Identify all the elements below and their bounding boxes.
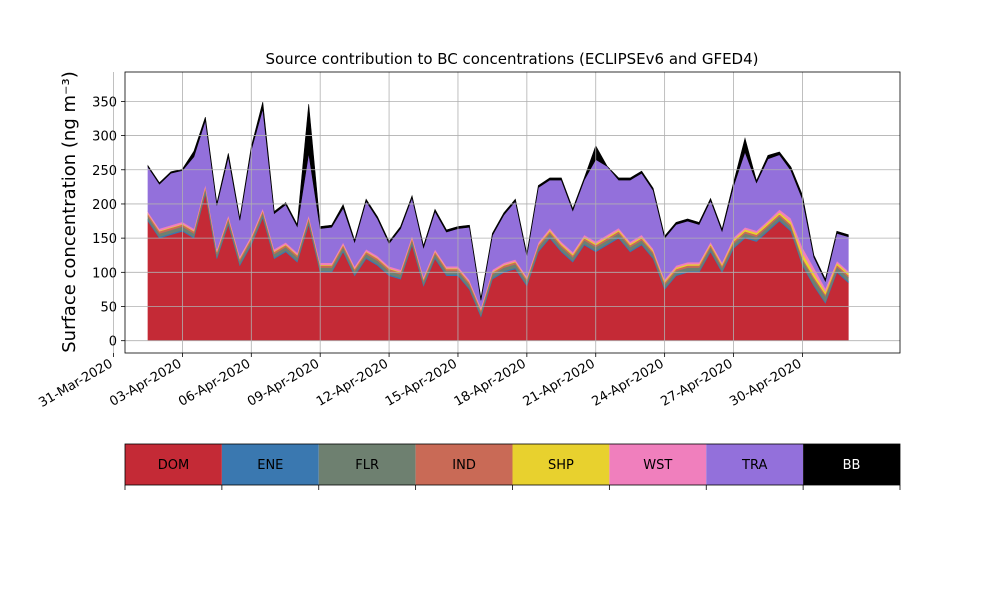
legend-swatch-ene <box>221 444 319 485</box>
y-tick-label: 350 <box>92 95 117 110</box>
x-tick-label: 31-Mar-2020 <box>36 356 115 410</box>
legend-swatch-shp <box>512 444 610 485</box>
legend-colorbar: DOM ENE FLR IND SHP WST TRA BB <box>124 443 901 490</box>
legend-label-flr: FLR <box>355 458 379 473</box>
legend-swatch-flr <box>318 444 416 485</box>
plot-area: 0 50 100 150 200 250 300 350 31-Mar-202003-Apr-2… <box>36 71 901 411</box>
y-tick-label: 0 <box>109 335 117 350</box>
legend-label-tra: TRA <box>741 458 767 473</box>
legend-swatch-bb <box>803 444 900 485</box>
x-tick-label: 12-Apr-2020 <box>314 356 391 409</box>
y-tick-label: 250 <box>92 164 117 179</box>
legend-label-bb: BB <box>843 458 861 473</box>
x-tick-label: 15-Apr-2020 <box>383 356 460 409</box>
legend-label-ind: IND <box>452 458 476 473</box>
x-tick-label: 18-Apr-2020 <box>452 356 529 409</box>
x-tick-label: 21-Apr-2020 <box>521 356 598 409</box>
legend-label-dom: DOM <box>158 458 189 473</box>
legend-swatch-tra <box>706 444 804 485</box>
x-tick-label: 06-Apr-2020 <box>176 356 253 409</box>
chart-title: Source contribution to BC concentrations… <box>265 50 758 68</box>
x-tick-label: 09-Apr-2020 <box>245 356 322 409</box>
y-tick-label: 50 <box>100 301 117 316</box>
x-tick-label: 03-Apr-2020 <box>107 356 184 409</box>
x-tick-label: 30-Apr-2020 <box>727 356 804 409</box>
axes-frame <box>124 71 901 354</box>
legend-swatch-dom <box>125 444 222 485</box>
legend-label-wst: WST <box>643 458 672 473</box>
legend-swatch-wst <box>609 444 707 485</box>
legend-label-ene: ENE <box>257 458 283 473</box>
x-tick-label: 24-Apr-2020 <box>590 356 667 409</box>
legend-label-shp: SHP <box>548 458 574 473</box>
y-tick-label: 100 <box>92 266 117 281</box>
legend-swatch-ind <box>415 444 513 485</box>
series-area-bb <box>147 102 849 301</box>
y-tick-label: 300 <box>92 130 117 145</box>
y-tick-label: 200 <box>92 198 117 213</box>
y-axis-label: Surface concentration (ng m⁻³) <box>59 71 80 353</box>
x-tick-label: 27-Apr-2020 <box>658 356 735 409</box>
y-tick-label: 150 <box>92 232 117 247</box>
